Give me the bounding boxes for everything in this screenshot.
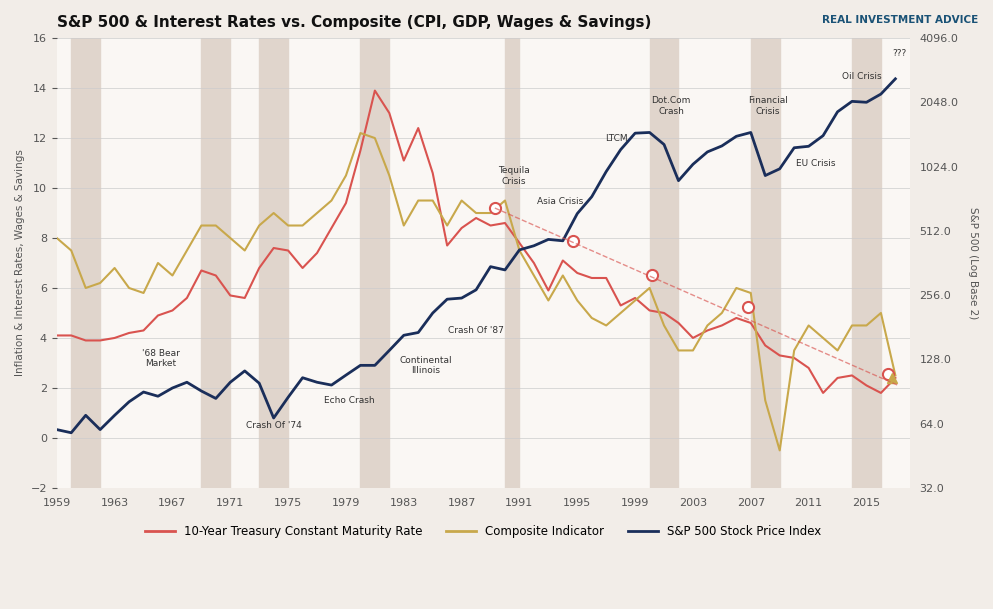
Bar — [202, 38, 230, 488]
Bar — [505, 38, 519, 488]
Text: EU Crisis: EU Crisis — [796, 159, 835, 168]
Text: LTCM: LTCM — [605, 134, 628, 143]
Text: S&P 500 & Interest Rates vs. Composite (CPI, GDP, Wages & Savings): S&P 500 & Interest Rates vs. Composite (… — [57, 15, 651, 30]
Legend: 10-Year Treasury Constant Maturity Rate, Composite Indicator, S&P 500 Stock Pric: 10-Year Treasury Constant Maturity Rate,… — [141, 520, 826, 543]
Y-axis label: S&P 500 (Log Base 2): S&P 500 (Log Base 2) — [968, 207, 978, 319]
Text: REAL INVESTMENT ADVICE: REAL INVESTMENT ADVICE — [822, 15, 978, 25]
Text: Continental
Illinois: Continental Illinois — [399, 356, 452, 375]
Text: Dot.Com
Crash: Dot.Com Crash — [651, 96, 691, 116]
Bar — [649, 38, 678, 488]
Text: '68 Bear
Market: '68 Bear Market — [142, 348, 180, 368]
Bar — [852, 38, 881, 488]
Text: Oil Crisis: Oil Crisis — [842, 72, 882, 80]
Text: Crash Of '74: Crash Of '74 — [246, 421, 302, 431]
Text: Tequila
Crisis: Tequila Crisis — [497, 166, 529, 186]
Bar — [71, 38, 100, 488]
Bar — [751, 38, 780, 488]
Text: Crash Of '87: Crash Of '87 — [448, 326, 504, 336]
Y-axis label: Inflation & Interest Rates, Wages & Savings: Inflation & Interest Rates, Wages & Savi… — [15, 150, 25, 376]
Text: ???: ??? — [893, 49, 907, 58]
Text: Echo Crash: Echo Crash — [324, 396, 374, 406]
Bar — [360, 38, 389, 488]
Text: Financial
Crisis: Financial Crisis — [748, 96, 788, 116]
Bar — [259, 38, 288, 488]
Text: Asia Crisis: Asia Crisis — [537, 197, 583, 205]
